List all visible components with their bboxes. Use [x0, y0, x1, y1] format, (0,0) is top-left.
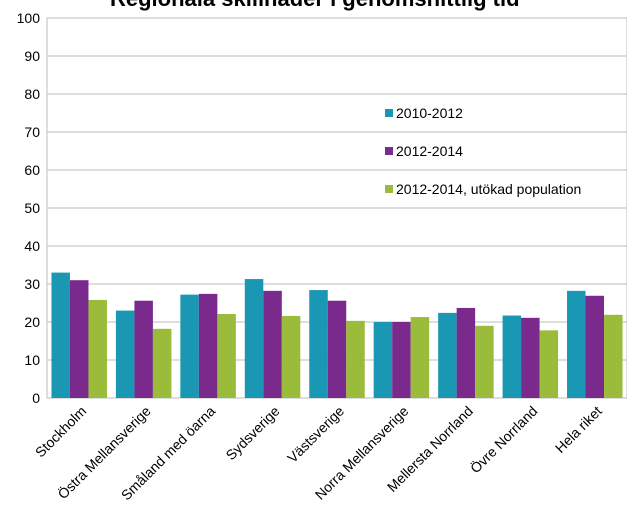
bar	[539, 330, 559, 398]
chart-title: Regionala skillnader i genomsnittlig tid	[110, 0, 520, 12]
bar	[263, 290, 282, 398]
bar	[134, 300, 153, 398]
legend-swatch	[385, 185, 393, 193]
x-tick-label: Västsverige	[284, 403, 347, 466]
legend: 2010-2012 2012-2014 2012-2014, utökad popu…	[385, 105, 581, 197]
bar	[567, 290, 586, 398]
y-tick-label: 40	[24, 238, 40, 254]
bar	[309, 290, 328, 398]
bar	[88, 299, 107, 398]
y-tick-label: 100	[17, 10, 41, 26]
y-tick-label: 80	[24, 86, 40, 102]
legend-label: 2012-2014	[396, 143, 463, 159]
bar	[502, 315, 522, 398]
y-tick-label: 20	[24, 314, 40, 330]
y-axis-tick-labels: 0 10 20 30 40 50 60 70 80 90 100	[17, 10, 41, 406]
legend-label: 2012-2014, utökad population	[396, 181, 581, 197]
bar	[115, 310, 135, 398]
y-tick-label: 30	[24, 276, 40, 292]
y-tick-label: 50	[24, 200, 40, 216]
legend-label: 2010-2012	[396, 105, 463, 121]
bar	[604, 314, 623, 398]
bar	[373, 322, 393, 398]
bar	[281, 315, 301, 398]
y-tick-label: 10	[24, 352, 40, 368]
bar	[244, 279, 264, 398]
bar	[585, 295, 605, 398]
bar	[521, 317, 540, 398]
bar	[475, 325, 494, 398]
bar	[410, 317, 430, 398]
bar	[51, 272, 70, 398]
x-tick-label: Hela riket	[552, 403, 605, 456]
bar	[438, 312, 457, 398]
bar	[217, 314, 236, 398]
y-tick-label: 60	[24, 162, 40, 178]
bar	[456, 307, 476, 398]
y-tick-label: 0	[32, 390, 40, 406]
bar	[198, 293, 218, 398]
y-tick-label: 70	[24, 124, 40, 140]
bars	[51, 272, 623, 398]
x-tick-label: Sydsverige	[222, 403, 282, 463]
bar	[180, 294, 199, 398]
legend-swatch	[385, 109, 393, 117]
y-tick-label: 90	[24, 48, 40, 64]
bar	[152, 328, 172, 398]
bar	[327, 300, 347, 398]
x-tick-label: Stockholm	[32, 403, 90, 461]
x-tick-label: Övre Norrland	[466, 402, 540, 476]
bar	[392, 322, 411, 398]
bar	[69, 280, 89, 398]
bar	[346, 320, 365, 398]
legend-swatch	[385, 147, 393, 155]
